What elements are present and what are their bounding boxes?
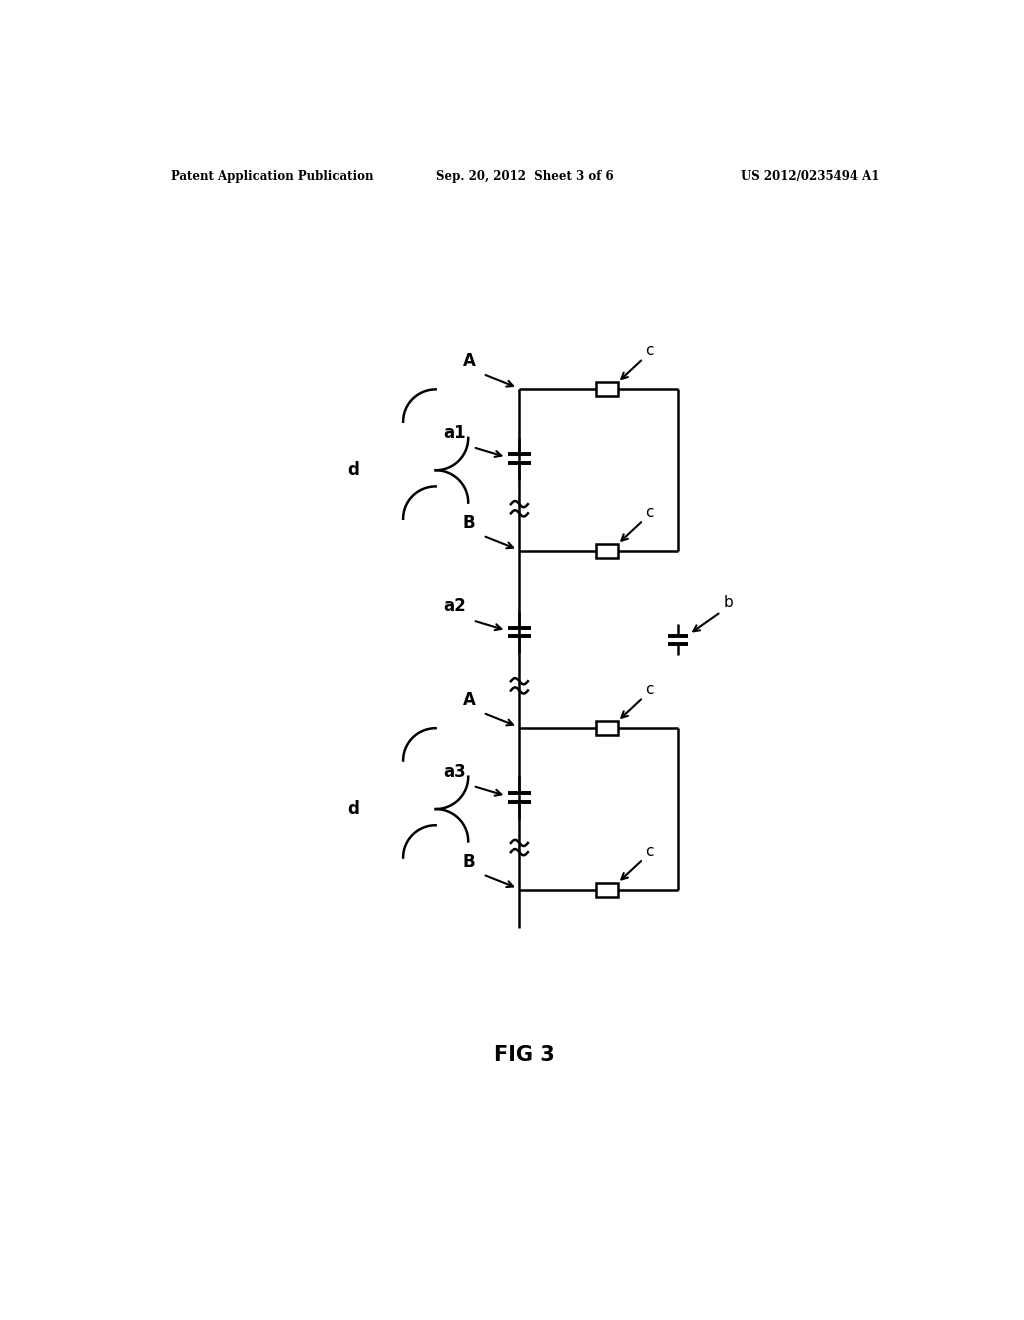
Text: B: B: [463, 853, 475, 871]
Bar: [596, 883, 617, 896]
Text: d: d: [347, 461, 358, 479]
Text: A: A: [463, 690, 475, 709]
Text: d: d: [347, 800, 358, 818]
Text: FIG 3: FIG 3: [495, 1045, 555, 1065]
Text: Sep. 20, 2012  Sheet 3 of 6: Sep. 20, 2012 Sheet 3 of 6: [436, 170, 613, 183]
Text: c: c: [645, 843, 653, 859]
Text: US 2012/0235494 A1: US 2012/0235494 A1: [741, 170, 880, 183]
Bar: [596, 721, 617, 735]
Text: A: A: [463, 352, 475, 370]
Bar: [596, 383, 617, 396]
Text: b: b: [724, 595, 733, 610]
Text: a2: a2: [443, 597, 466, 615]
Text: c: c: [645, 682, 653, 697]
Text: c: c: [645, 343, 653, 359]
Text: a3: a3: [443, 763, 466, 780]
Text: a1: a1: [443, 424, 466, 442]
Bar: [596, 544, 617, 558]
Text: B: B: [463, 513, 475, 532]
Text: Patent Application Publication: Patent Application Publication: [171, 170, 373, 183]
Text: c: c: [645, 506, 653, 520]
